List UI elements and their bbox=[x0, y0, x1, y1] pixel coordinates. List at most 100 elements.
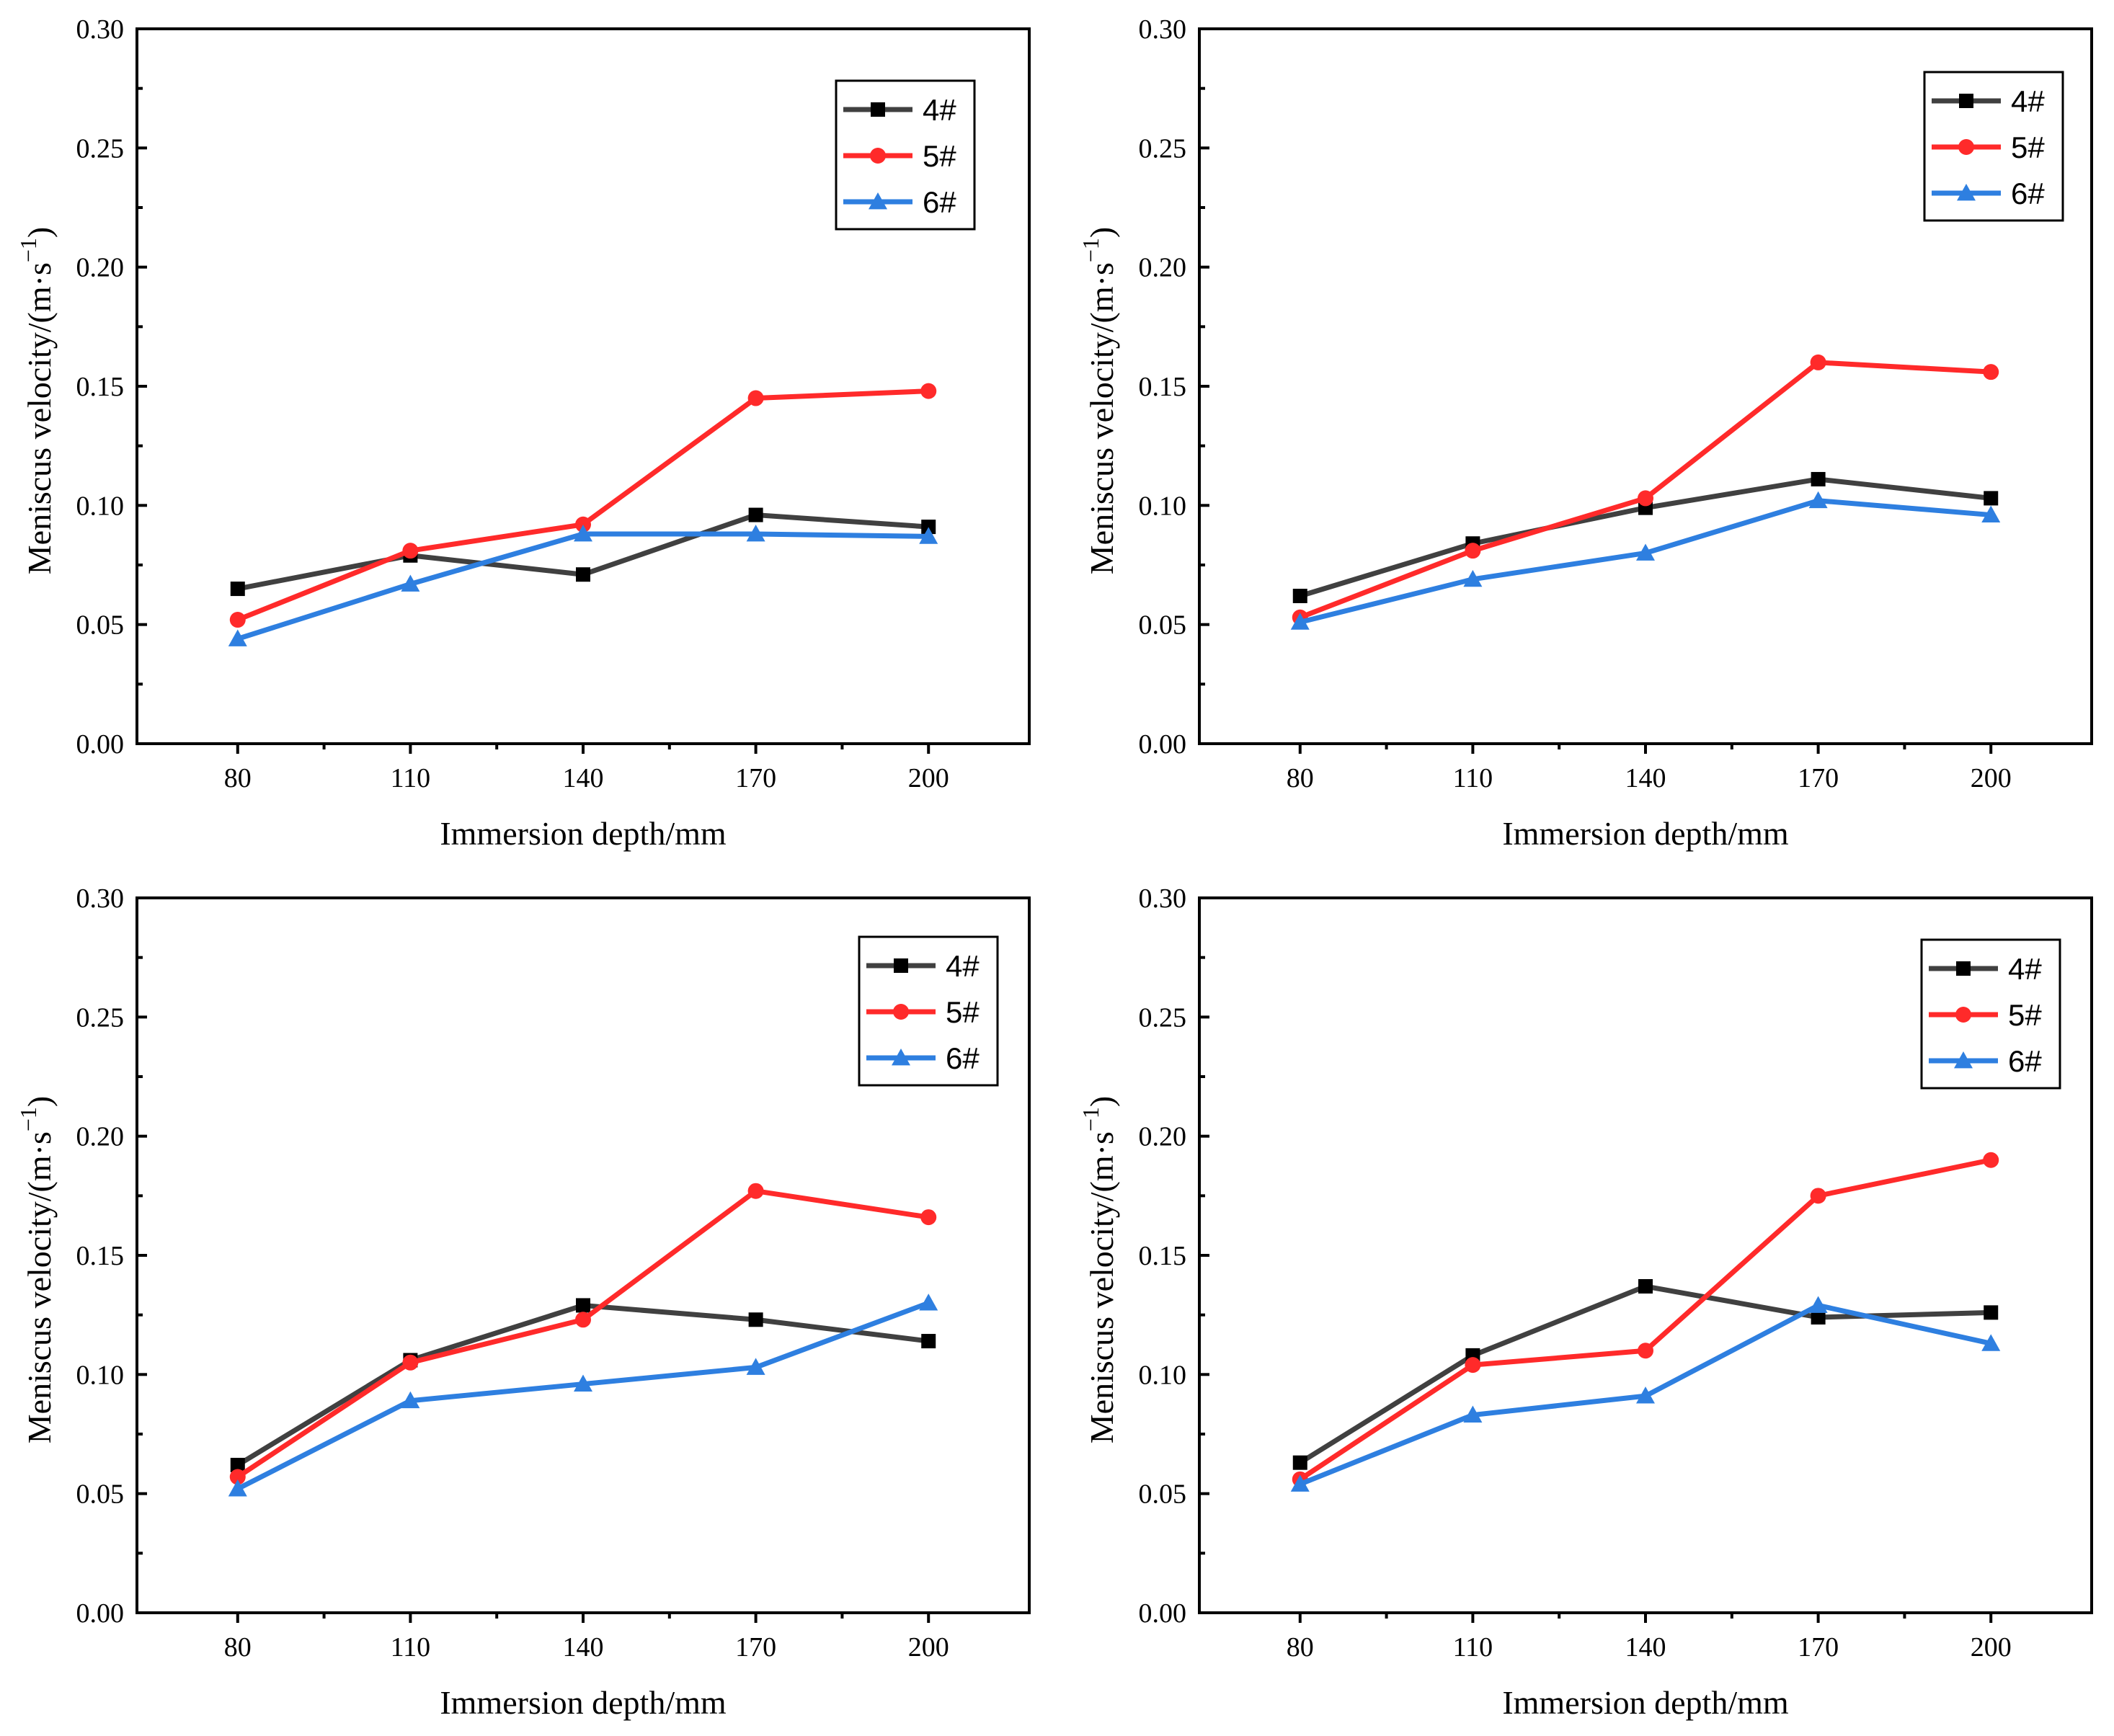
data-point bbox=[920, 383, 937, 399]
y-axis-title-exponent: −1 bbox=[1078, 1107, 1103, 1131]
data-point bbox=[574, 525, 592, 542]
x-tick-label: 170 bbox=[1798, 1632, 1839, 1662]
data-point bbox=[1810, 354, 1826, 370]
series-6 bbox=[1290, 1296, 2001, 1492]
legend-swatch-marker bbox=[1954, 1051, 1973, 1069]
data-point bbox=[1808, 491, 1828, 509]
legend-entry: 4# bbox=[1929, 952, 2042, 986]
data-point bbox=[1636, 543, 1655, 561]
y-tick-label: 0.00 bbox=[76, 729, 125, 760]
y-tick-label: 0.30 bbox=[76, 14, 125, 45]
data-point bbox=[576, 567, 590, 582]
chart-panel-1: 0.00 0.05 0.10 0.15 0.20 0.25 0.30 80 110 140 170 2… bbox=[15, 14, 1031, 852]
legend-label: 5# bbox=[923, 139, 956, 173]
x-axis-title: Immersion depth/mm bbox=[440, 1684, 727, 1721]
data-point bbox=[228, 629, 247, 646]
data-point bbox=[1292, 1455, 1307, 1470]
legend-swatch-marker bbox=[892, 1049, 910, 1066]
data-point bbox=[230, 582, 245, 597]
x-tick-label: 110 bbox=[391, 763, 431, 793]
series-5 bbox=[229, 383, 937, 628]
y-tick-label: 0.30 bbox=[76, 883, 125, 914]
x-axis-title: Immersion depth/mm bbox=[1502, 1684, 1789, 1721]
y-tick-label: 0.20 bbox=[1139, 253, 1187, 283]
y-axis-title: Meniscus velocity/(m·s−1) bbox=[1078, 227, 1120, 574]
legend-swatch-marker bbox=[1956, 961, 1971, 976]
legend-label: 4# bbox=[923, 93, 956, 127]
y-tick-label: 0.05 bbox=[1139, 1479, 1187, 1510]
x-tick-label: 200 bbox=[908, 763, 949, 793]
y-axis-title-close: ) bbox=[1083, 227, 1120, 238]
x-tick-label: 110 bbox=[1453, 1632, 1493, 1662]
y-axis-title: Meniscus velocity/(m·s−1) bbox=[1078, 1096, 1120, 1443]
x-tick-label: 140 bbox=[563, 763, 604, 793]
y-tick-label: 0.20 bbox=[76, 253, 125, 283]
y-axis-title-main: Meniscus velocity/(m·s bbox=[21, 1131, 58, 1443]
legend-label: 4# bbox=[2008, 952, 2042, 986]
legend-label: 5# bbox=[2008, 998, 2042, 1032]
series-6 bbox=[1290, 491, 2001, 630]
legend: 4# 5# 6# bbox=[858, 935, 999, 1087]
y-tick-label: 0.25 bbox=[1139, 1002, 1187, 1033]
y-tick-label: 0.15 bbox=[76, 372, 125, 402]
y-tick-label: 0.10 bbox=[1139, 1360, 1187, 1390]
legend-entry: 6# bbox=[843, 185, 956, 219]
y-tick-label: 0.10 bbox=[76, 1360, 125, 1390]
data-point bbox=[1984, 1305, 1999, 1320]
y-tick-label: 0.15 bbox=[76, 1241, 125, 1271]
data-point bbox=[229, 612, 246, 628]
data-point bbox=[574, 1374, 592, 1392]
legend-label: 6# bbox=[946, 1041, 980, 1075]
legend: 4# 5# 6# bbox=[1923, 71, 2064, 222]
data-point bbox=[1636, 1386, 1655, 1404]
data-point bbox=[1808, 1296, 1828, 1313]
legend-entry: 4# bbox=[1932, 84, 2045, 118]
data-point bbox=[1638, 490, 1653, 507]
legend-label: 4# bbox=[946, 949, 980, 983]
series-line bbox=[236, 1300, 930, 1492]
y-tick-label: 0.30 bbox=[1139, 14, 1187, 45]
y-axis-title-close: ) bbox=[21, 1096, 58, 1107]
legend: 4# 5# 6# bbox=[1920, 938, 2061, 1090]
data-point bbox=[746, 1358, 765, 1375]
legend-swatch-marker bbox=[1955, 1007, 1971, 1023]
y-tick-label: 0.25 bbox=[76, 133, 125, 164]
chart-panel-4: 0.00 0.05 0.10 0.15 0.20 0.25 0.30 80 110 140 170 2… bbox=[1078, 883, 2093, 1721]
y-tick-label: 0.00 bbox=[1139, 1598, 1187, 1629]
data-point bbox=[402, 1354, 419, 1371]
data-point bbox=[230, 1457, 245, 1472]
legend-swatch-marker bbox=[871, 102, 885, 117]
y-axis-title-main: Meniscus velocity/(m·s bbox=[1083, 1131, 1120, 1443]
x-tick-label: 110 bbox=[391, 1632, 431, 1662]
legend-label: 6# bbox=[2011, 177, 2045, 210]
legend-label: 6# bbox=[2008, 1044, 2042, 1078]
data-point bbox=[748, 1312, 763, 1327]
series-4 bbox=[230, 1298, 936, 1472]
data-point bbox=[1463, 569, 1483, 587]
series-6 bbox=[228, 525, 938, 646]
x-tick-label: 80 bbox=[1287, 763, 1314, 793]
x-tick-label: 170 bbox=[735, 763, 776, 793]
y-tick-label: 0.05 bbox=[76, 1479, 125, 1510]
data-point bbox=[747, 390, 764, 406]
x-tick-label: 170 bbox=[1798, 763, 1839, 793]
legend-entry: 5# bbox=[843, 139, 956, 173]
y-tick-label: 0.20 bbox=[1139, 1122, 1187, 1152]
data-point bbox=[921, 1334, 936, 1349]
legend-swatch-marker bbox=[870, 148, 886, 164]
x-tick-label: 80 bbox=[224, 763, 252, 793]
y-tick-label: 0.15 bbox=[1139, 372, 1187, 402]
data-point bbox=[921, 520, 936, 535]
legend-swatch-marker bbox=[893, 1004, 909, 1020]
x-tick-label: 110 bbox=[1453, 763, 1493, 793]
y-axis-title-exponent: −1 bbox=[1078, 238, 1103, 262]
legend-entry: 6# bbox=[1932, 177, 2045, 210]
y-tick-label: 0.00 bbox=[1139, 729, 1187, 760]
legend-label: 6# bbox=[923, 185, 956, 219]
data-point bbox=[1465, 543, 1481, 559]
legend-entry: 5# bbox=[1932, 130, 2045, 164]
data-point bbox=[576, 1298, 590, 1313]
data-point bbox=[1463, 1405, 1483, 1423]
series-6 bbox=[228, 1294, 938, 1497]
series-4 bbox=[1292, 1278, 1999, 1470]
